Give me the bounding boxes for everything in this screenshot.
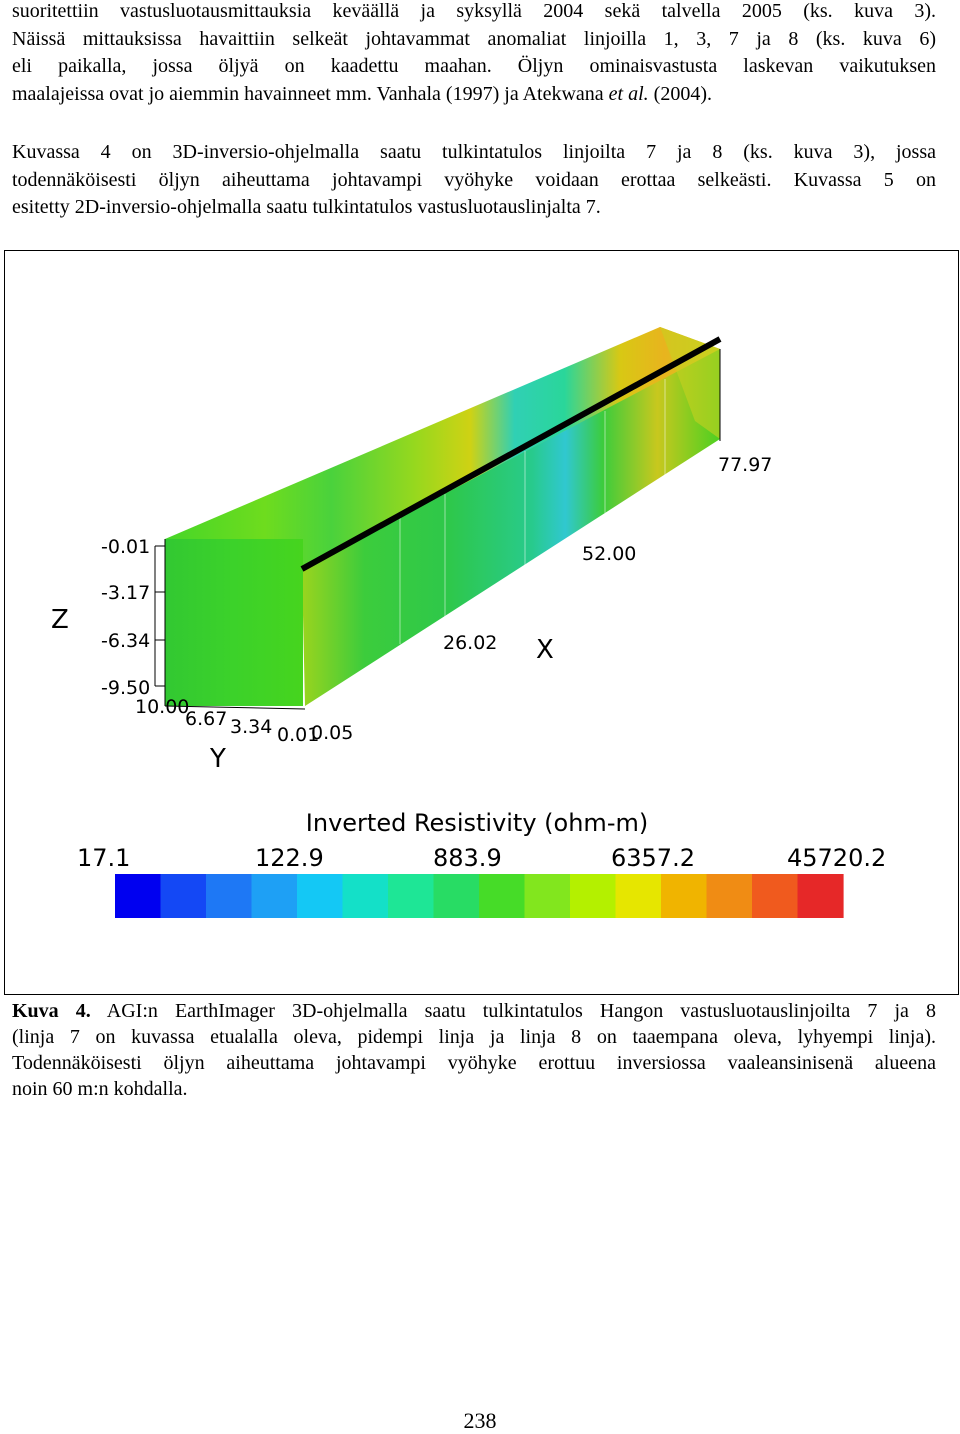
colorbar-swatch (160, 874, 207, 918)
colorbar-swatch (206, 874, 253, 918)
text-line: Kuvassa 4 on 3D-inversio-ohjelmalla saat… (12, 141, 936, 163)
colorbar-swatch (706, 874, 753, 918)
colorbar-swatch (251, 874, 298, 918)
colorbar-swatch (479, 874, 526, 918)
box-end-face (660, 327, 720, 439)
x-tick-2: 52.00 (582, 543, 636, 565)
et-al-italic: et al. (608, 82, 649, 105)
text-line-part: (2004). (648, 82, 712, 105)
colorbar-swatch (752, 874, 799, 918)
z-tick-0: -0.01 (101, 536, 150, 558)
z-axis-label: Z (51, 605, 69, 635)
y-tick-1: 6.67 (185, 708, 227, 730)
colorbar-label-4: 45720.2 (787, 844, 886, 872)
caption-label: Kuva 4. (12, 1000, 91, 1022)
y-tick-2: 3.34 (230, 716, 272, 738)
y-tick-3: 0.01 (277, 724, 319, 746)
box-front-face (165, 539, 303, 706)
y-axis-label: Y (209, 744, 226, 774)
colorbar-swatch (661, 874, 708, 918)
z-tick-2: -6.34 (101, 630, 150, 652)
colorbar-label-2: 883.9 (433, 844, 502, 872)
colorbar-swatch (433, 874, 480, 918)
paragraph-intro: suoritettiin vastusluotausmittauksia kev… (12, 0, 936, 108)
figure-graphic: -0.01 -3.17 -6.34 -9.50 Z 10.00 6.67 3.3… (51, 327, 886, 918)
colorbar-label-3: 6357.2 (611, 844, 695, 872)
colorbar-swatch (297, 874, 344, 918)
x-tick-0: 0.05 (311, 722, 353, 744)
colorbar-swatch (388, 874, 435, 918)
y-tick-0: 10.00 (135, 696, 189, 718)
colorbar-swatch (342, 874, 389, 918)
text-line: maalajeissa ovat jo aiemmin havainneet m… (12, 81, 936, 109)
figure-3d-inversion: -0.01 -3.17 -6.34 -9.50 Z 10.00 6.67 3.3… (4, 250, 959, 995)
text-line: suoritettiin vastusluotausmittauksia kev… (12, 0, 936, 22)
colorbar-swatch (115, 874, 162, 918)
text-line: todennäköisesti öljyn aiheuttama johtava… (12, 168, 936, 191)
colorbar-label-0: 17.1 (77, 844, 130, 872)
caption-line: Kuva 4. AGI:n EarthImager 3D-ohjelmalla … (12, 998, 936, 1024)
box-top-face (165, 327, 720, 569)
colorbar-swatches (115, 874, 844, 918)
survey-line-7 (300, 336, 722, 572)
z-tick-1: -3.17 (101, 582, 150, 604)
x-tick-1: 26.02 (443, 632, 497, 654)
text-line-part: maalajeissa ovat jo aiemmin havainneet m… (12, 82, 609, 105)
colorbar-label-1: 122.9 (255, 844, 324, 872)
colorbar-swatch (615, 874, 662, 918)
colorbar-title: Inverted Resistivity (ohm-m) (306, 809, 648, 837)
text-line: Näissä mittauksissa havaittiin selkeät j… (12, 27, 936, 50)
colorbar-swatch (524, 874, 571, 918)
colorbar-swatch (797, 874, 844, 918)
caption-line: Todennäköisesti öljyn aiheuttama johtava… (12, 1052, 936, 1074)
x-axis-label: X (536, 635, 554, 665)
text-line: eli paikalla, jossa öljyä on kaadettu ma… (12, 55, 936, 77)
caption-text: AGI:n EarthImager 3D-ohjelmalla saatu tu… (90, 1000, 937, 1022)
page-number: 238 (463, 1408, 497, 1433)
colorbar-swatch (570, 874, 617, 918)
box-side-face (302, 349, 720, 706)
figure-caption: Kuva 4. AGI:n EarthImager 3D-ohjelmalla … (12, 998, 936, 1102)
caption-line: (linja 7 on kuvassa etualalla oleva, pid… (12, 1026, 936, 1048)
z-tick-3: -9.50 (101, 677, 150, 699)
text-line: esitetty 2D-inversio-ohjelmalla saatu tu… (12, 196, 601, 218)
caption-line: noin 60 m:n kohdalla. (12, 1078, 188, 1100)
paragraph-figure-reference: Kuvassa 4 on 3D-inversio-ohjelmalla saat… (12, 139, 936, 222)
x-tick-3: 77.97 (718, 454, 772, 476)
